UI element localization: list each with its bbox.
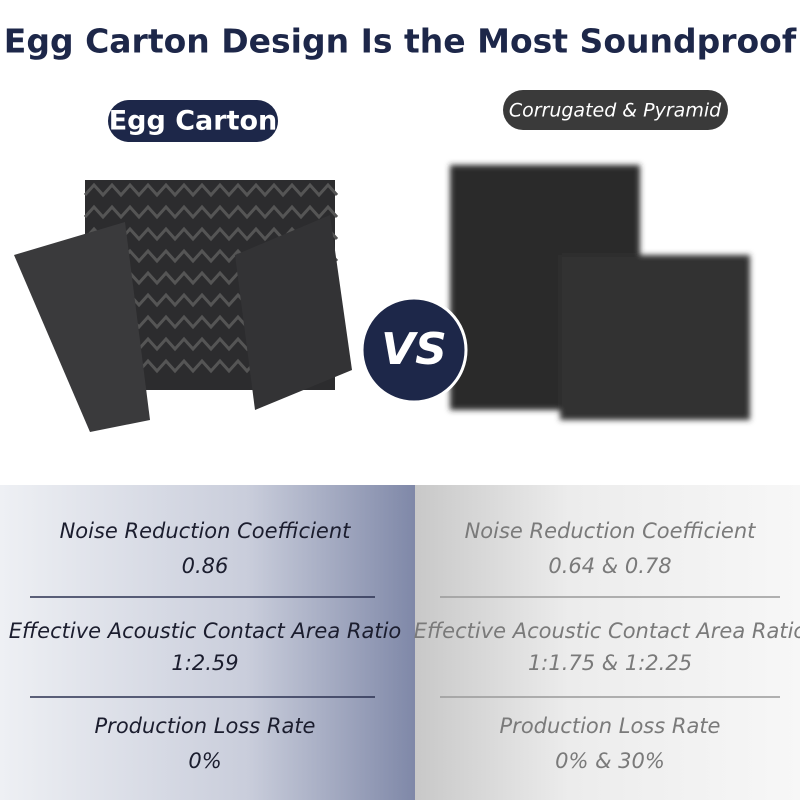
foam-panel bbox=[235, 215, 352, 410]
left-product: Egg Carton bbox=[109, 106, 278, 137]
row-label: Production Loss Rate bbox=[500, 714, 721, 738]
foam-ridge bbox=[83, 204, 339, 220]
right-product: Corrugated & Pyramid bbox=[509, 100, 722, 122]
foam-panel bbox=[14, 222, 150, 432]
left-pill bbox=[108, 100, 278, 142]
foam-panel bbox=[560, 255, 750, 420]
right-value: 1:1.75 & 1:2.25 bbox=[528, 651, 692, 675]
vs-badge bbox=[360, 296, 468, 404]
right-panel bbox=[415, 485, 800, 800]
right-pill bbox=[503, 90, 728, 130]
left-value: 1:2.59 bbox=[171, 651, 238, 675]
corrugated-foam bbox=[450, 165, 750, 420]
vs-text: VS bbox=[381, 324, 447, 375]
left-panel bbox=[0, 485, 415, 800]
row-label: Noise Reduction Coefficient bbox=[60, 519, 352, 543]
row-label: Noise Reduction Coefficient bbox=[465, 519, 757, 543]
egg-carton-foam bbox=[14, 180, 352, 432]
foam-ridge bbox=[83, 182, 339, 198]
title: Egg Carton Design Is the Most Soundproof bbox=[4, 22, 797, 61]
row-label: Production Loss Rate bbox=[95, 714, 316, 738]
left-value: 0.86 bbox=[182, 554, 229, 578]
right-value: 0.64 & 0.78 bbox=[548, 554, 671, 578]
left-value: 0% bbox=[188, 749, 221, 773]
row-label: Effective Acoustic Contact Area Ratio bbox=[414, 619, 800, 643]
right-value: 0% & 30% bbox=[555, 749, 665, 773]
row-label: Effective Acoustic Contact Area Ratio bbox=[9, 619, 402, 643]
comparison-table: Noise Reduction Coefficient 0.86 Noise Red… bbox=[9, 519, 800, 773]
